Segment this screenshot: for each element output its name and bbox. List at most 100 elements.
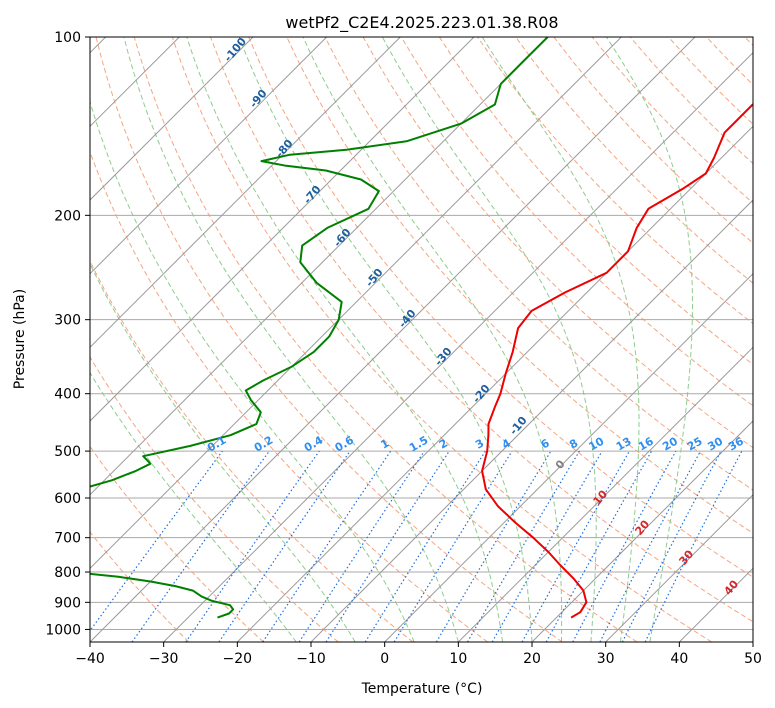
plot-background <box>90 37 753 642</box>
skewed-isotherm <box>678 567 753 642</box>
dry-adiabat <box>90 445 264 642</box>
mixing-ratio-line <box>325 450 450 642</box>
skewed-isotherm <box>90 37 475 422</box>
mixing-ratio-label: 1 <box>378 437 391 452</box>
moist-adiabat-label: -50 <box>363 266 386 290</box>
skewed-isotherm <box>236 125 753 642</box>
y-tick-label: 1000 <box>45 622 81 638</box>
dry-adiabat <box>744 37 753 47</box>
axes: −40 −30 −20 −10 0 10 20 30 40 5010020030040050060… <box>45 30 762 667</box>
y-tick-label: 100 <box>54 30 81 46</box>
x-tick-label: −10 <box>296 651 326 667</box>
skewed-isotherm <box>90 37 696 642</box>
moist-adiabat-label: -100 <box>221 35 249 65</box>
skewed-isotherm <box>90 37 328 275</box>
y-tick-label: 900 <box>54 595 81 611</box>
chart-title: wetPf2_C2E4.2025.223.01.38.R08 <box>285 13 558 33</box>
dry-adiabat-label: 0 <box>553 457 568 471</box>
skewed-isotherm <box>457 346 753 642</box>
moist-adiabat-label: -10 <box>507 414 530 438</box>
moist-adiabat-label: -30 <box>432 345 455 369</box>
y-axis-label: Pressure (hPa) <box>12 289 28 389</box>
dry-adiabat <box>90 356 339 642</box>
dry-adiabat <box>515 37 753 284</box>
dry-adiabat <box>248 37 753 578</box>
dry-adiabat <box>553 37 753 244</box>
moist-adiabat <box>186 37 503 642</box>
moist-adiabat <box>238 37 533 642</box>
mixing-ratio-line <box>545 450 653 642</box>
moist-adiabat <box>381 37 597 642</box>
mixing-ratio-line <box>521 450 631 642</box>
mixing-ratio-label: 4 <box>500 436 513 451</box>
mixing-ratio-line <box>572 450 677 642</box>
plot-lines <box>90 37 753 619</box>
mixing-ratio-label: 3 <box>473 437 486 452</box>
moist-adiabat-label: -70 <box>301 183 324 207</box>
skewed-isotherm <box>90 37 401 349</box>
temperature-profile <box>481 103 753 619</box>
dry-adiabat <box>90 150 488 642</box>
dewpoint-profile <box>90 37 549 619</box>
skewed-isotherm <box>163 51 753 642</box>
dry-adiabat <box>90 531 190 642</box>
mixing-ratio-line <box>185 450 320 642</box>
mixing-ratio-label: 6 <box>539 436 552 451</box>
skewed-isotherm <box>605 493 753 642</box>
dry-adiabat <box>362 37 753 449</box>
moist-adiabat <box>302 37 563 642</box>
isotherm-label: 10 <box>590 487 610 507</box>
dry-adiabat <box>95 37 563 642</box>
mixing-ratio-line <box>644 450 743 642</box>
mixing-ratio-line <box>90 450 223 632</box>
x-tick-label: 30 <box>597 651 615 667</box>
mixing-ratio-line <box>298 450 425 642</box>
dry-adiabat <box>400 37 753 407</box>
isotherm-label: 40 <box>721 577 741 597</box>
mixing-ratio-line <box>131 450 270 642</box>
y-tick-label: 400 <box>54 387 81 403</box>
mixing-ratio-label: 8 <box>567 437 580 452</box>
moist-adiabat <box>90 99 415 642</box>
skewed-isotherm <box>90 37 622 570</box>
dry-adiabat <box>171 37 712 642</box>
moist-adiabat <box>606 37 693 642</box>
moist-adiabat-label: -60 <box>331 226 354 250</box>
y-tick-label: 300 <box>54 313 81 329</box>
skewed-isotherm <box>752 641 753 642</box>
moist-adiabat <box>481 37 640 642</box>
x-axis-label: Temperature (°C) <box>361 681 483 697</box>
y-tick-label: 500 <box>54 444 81 460</box>
x-tick-label: 20 <box>523 651 541 667</box>
y-tick-label: 600 <box>54 491 81 507</box>
moist-adiabat <box>123 37 459 642</box>
y-tick-label: 200 <box>54 208 81 224</box>
plot-frame <box>89 36 754 643</box>
mixing-ratio-line <box>599 450 702 642</box>
x-tick-label: 10 <box>449 651 467 667</box>
skewed-isotherm <box>531 420 753 642</box>
dry-adiabat <box>90 259 414 642</box>
skewed-isotherm <box>384 272 753 642</box>
y-tick-label: 800 <box>54 565 81 581</box>
dry-adiabat <box>324 37 753 491</box>
isotherm-label: 20 <box>632 517 652 537</box>
y-tick-label: 700 <box>54 531 81 547</box>
moist-adiabat-label: -20 <box>470 382 493 406</box>
dry-adiabat <box>133 37 638 642</box>
dry-adiabat <box>438 37 753 366</box>
dry-adiabat <box>210 37 753 623</box>
mixing-ratio-line <box>262 450 392 642</box>
x-tick-label: 50 <box>744 651 762 667</box>
dry-adiabat <box>706 37 753 86</box>
x-tick-label: −20 <box>223 651 253 667</box>
moist-adiabat <box>90 262 356 642</box>
moist-adiabat-label: -40 <box>396 307 419 331</box>
isotherm-label: 30 <box>676 547 696 567</box>
x-tick-label: −30 <box>149 651 179 667</box>
plot-line-labels: -100-90-80-70-60-50-40-30-20-100.1 0.2 0.4… <box>205 35 746 598</box>
skewed-isotherm <box>310 199 753 642</box>
moist-adiabat-label: -90 <box>247 87 270 111</box>
mixing-ratio-line <box>218 450 351 642</box>
